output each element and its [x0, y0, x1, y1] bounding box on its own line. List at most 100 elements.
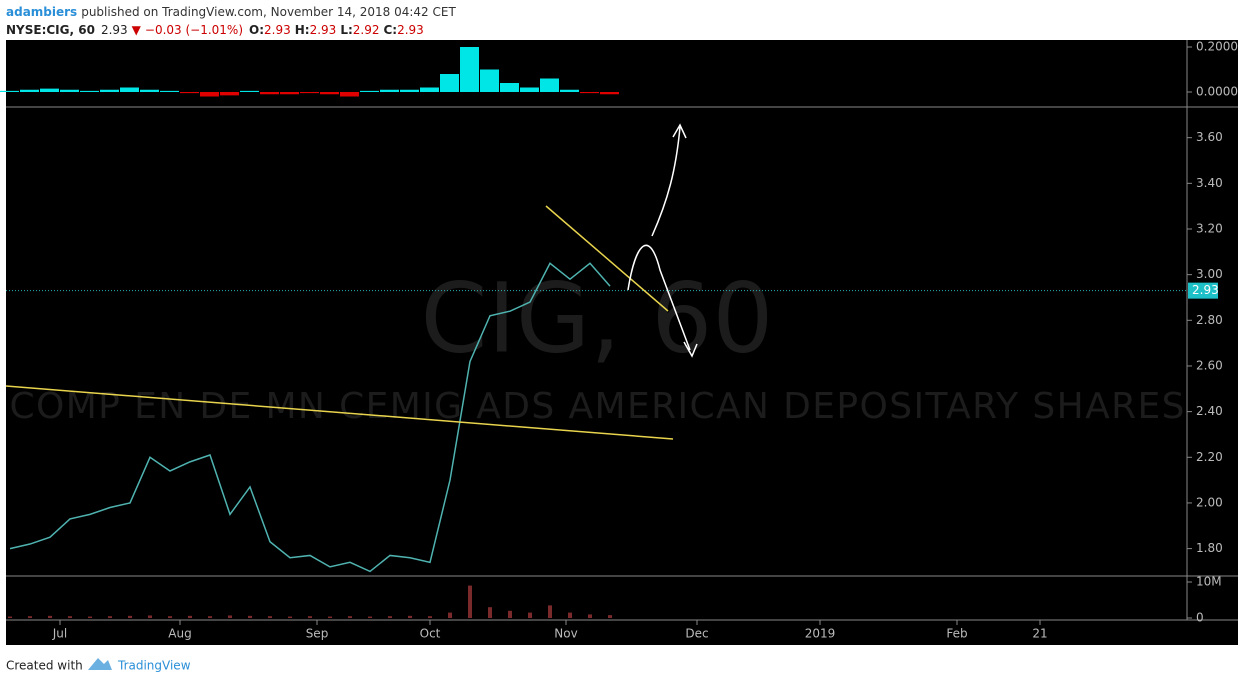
chart-area	[6, 40, 1238, 645]
volume-bar	[568, 612, 572, 618]
indicator-bar	[200, 92, 219, 97]
y-tick-label: 2.80	[1196, 313, 1223, 327]
volume-tick-label: 10M	[1196, 575, 1222, 589]
volume-bar	[168, 616, 172, 618]
x-tick-label: Dec	[685, 627, 708, 641]
volume-bar	[608, 615, 612, 618]
indicator-bar	[540, 78, 559, 92]
brand[interactable]: TradingView	[117, 659, 191, 673]
volume-bar	[188, 615, 192, 618]
y-tick-label: 2.40	[1196, 404, 1223, 418]
arrow-down	[627, 244, 698, 358]
volume-bar	[468, 585, 472, 618]
y-tick-label: 3.40	[1196, 176, 1223, 190]
indicator-bar	[440, 74, 459, 92]
x-tick-label: Jul	[52, 627, 67, 641]
volume-bar	[488, 607, 492, 618]
indicator-bar	[180, 92, 199, 94]
indicator-bar	[420, 87, 439, 92]
volume-bar	[208, 616, 212, 618]
indicator-tick-label: 0.2000	[1196, 40, 1238, 54]
ohlc-value: 2.92	[353, 23, 380, 37]
indicator-bar	[0, 90, 19, 92]
volume-bar	[288, 616, 292, 618]
indicator-bar	[160, 90, 179, 92]
indicator-tick-label: 0.0000	[1196, 85, 1238, 99]
y-tick-label: 3.00	[1196, 267, 1223, 281]
ohlc-label: O:	[249, 23, 264, 37]
indicator-bar	[80, 90, 99, 92]
ohlc-label: L:	[340, 23, 352, 37]
volume-bar	[348, 616, 352, 618]
watermark-symbol: CIG, 60	[421, 262, 774, 374]
x-tick-label: Sep	[306, 627, 329, 641]
volume-bar	[328, 616, 332, 618]
volume-bar	[88, 616, 92, 618]
indicator-bar	[560, 89, 579, 92]
volume-tick-label: 0	[1196, 611, 1204, 625]
volume-bar	[28, 616, 32, 618]
volume-bar	[428, 616, 432, 618]
volume-bar	[308, 616, 312, 618]
brand-logo[interactable]	[88, 658, 112, 670]
y-tick-label: 3.60	[1196, 130, 1223, 144]
x-tick-label: Oct	[420, 627, 441, 641]
volume-bar	[8, 616, 12, 618]
indicator-bar	[240, 90, 259, 92]
indicator-bar	[300, 92, 319, 94]
y-tick-label: 3.20	[1196, 221, 1223, 235]
ohlc-value: 2.93	[264, 23, 291, 37]
trendline	[545, 205, 669, 312]
y-tick-label: 2.60	[1196, 358, 1223, 372]
indicator-bar	[220, 92, 239, 96]
indicator-bar	[360, 90, 379, 92]
watermark-description: COMP EN DE MN CEMIG ADS AMERICAN DEPOSIT…	[10, 386, 1185, 427]
created-with: Created with	[6, 659, 83, 673]
x-tick-label: 2019	[805, 627, 836, 641]
indicator-bar	[400, 89, 419, 92]
x-tick-label: Nov	[554, 627, 577, 641]
volume-bar	[68, 616, 72, 618]
change: −0.03 (−1.01%)	[145, 23, 243, 37]
published: published on TradingView.com, November 1…	[81, 5, 456, 19]
volume-bar	[48, 615, 52, 618]
y-tick-label: 2.00	[1196, 495, 1223, 509]
volume-bar	[228, 615, 232, 618]
volume-bar	[388, 616, 392, 618]
volume-bar	[128, 615, 132, 618]
volume-bar	[268, 616, 272, 618]
volume-bar	[508, 610, 512, 618]
last-price-label: 2.93	[1192, 283, 1219, 297]
indicator-bar	[260, 92, 279, 95]
indicator-bar	[20, 89, 39, 92]
ohlc-label: H:	[295, 23, 310, 37]
symbol-line: NYSE:CIG, 60 2.93 ▼ −0.03 (−1.01%) O:2.93 H:2…	[6, 23, 424, 37]
indicator-bar	[520, 87, 539, 92]
volume-bar	[528, 612, 532, 618]
last: 2.93	[101, 23, 128, 37]
price-line	[9, 262, 611, 573]
indicator-bar	[140, 89, 159, 92]
volume-bar	[448, 612, 452, 618]
volume-bar	[588, 614, 592, 618]
indicator-bar	[60, 89, 79, 92]
indicator-bar	[480, 69, 499, 92]
x-tick-label: Aug	[168, 627, 191, 641]
indicator-bar	[340, 92, 359, 97]
header-line: adambiers published on TradingView.com, N…	[6, 5, 456, 19]
volume-bar	[408, 615, 412, 618]
indicator-bar	[280, 92, 299, 95]
indicator-bar	[500, 83, 519, 92]
ohlc-value: 2.93	[310, 23, 337, 37]
indicator-bar	[460, 47, 479, 92]
ohlc-value: 2.93	[397, 23, 424, 37]
volume-bar	[108, 616, 112, 618]
indicator-bar	[40, 88, 59, 92]
author[interactable]: adambiers	[6, 5, 77, 19]
volume-bar	[148, 615, 152, 618]
indicator-bar	[120, 87, 139, 92]
y-tick-label: 2.20	[1196, 450, 1223, 464]
volume-bar	[368, 616, 372, 618]
volume-bar	[248, 615, 252, 618]
